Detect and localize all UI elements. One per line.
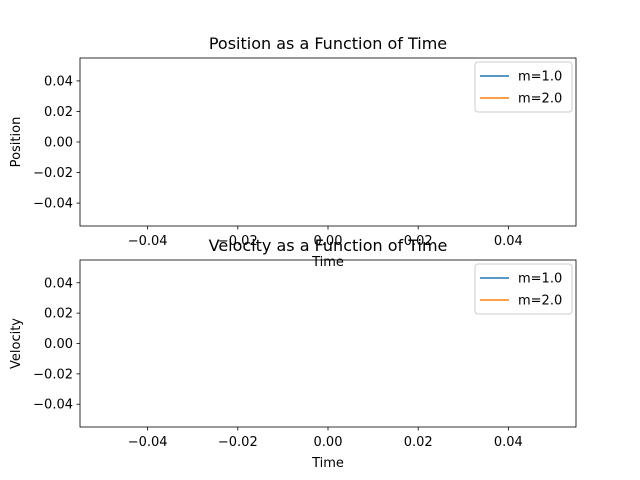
y-tick-label: 0.02 (44, 105, 73, 120)
x-tick-label: 0.00 (314, 435, 343, 450)
y-tick-label: 0.04 (44, 276, 73, 291)
legend: m=1.0 m=2.0 (474, 61, 573, 113)
x-tick-label: 0.00 (314, 234, 343, 249)
y-tick-label: 0.02 (44, 307, 73, 322)
y-axis-label: Position (9, 117, 24, 168)
x-tick-label: 0.02 (404, 435, 433, 450)
legend-label: m=1.0 (518, 70, 562, 85)
axes-2: Velocity as a Function of Time −0.04 −0.02… (9, 236, 577, 471)
axes-frame (79, 57, 577, 227)
legend: m=1.0 m=2.0 (474, 263, 573, 315)
chart-title: Velocity as a Function of Time (209, 236, 448, 255)
y-tick-label: −0.02 (33, 166, 73, 181)
x-tick-label: 0.04 (494, 435, 523, 450)
x-tick-label: −0.02 (218, 234, 258, 249)
x-axis-label: Time (311, 456, 344, 471)
x-tick-label: −0.04 (128, 435, 168, 450)
y-tick-label: −0.04 (33, 197, 73, 212)
axes-1: Position as a Function of Time −0.04 −0.02… (9, 34, 577, 270)
y-axis-label: Velocity (9, 318, 24, 369)
y-tick-label: 0.00 (44, 136, 73, 151)
y-tick-label: −0.02 (33, 367, 73, 382)
x-tick-label: −0.04 (128, 234, 168, 249)
legend-label: m=2.0 (518, 294, 562, 309)
legend-label: m=2.0 (518, 92, 562, 107)
legend-box (474, 263, 573, 315)
legend-label: m=1.0 (518, 272, 562, 287)
y-tick-label: 0.00 (44, 337, 73, 352)
axes-frame (79, 259, 577, 428)
y-tick-label: 0.04 (44, 74, 73, 89)
y-tick-label: −0.04 (33, 398, 73, 413)
x-axis-label: Time (311, 255, 344, 270)
x-tick-label: −0.02 (218, 435, 258, 450)
legend-box (474, 61, 573, 113)
chart-title: Position as a Function of Time (209, 34, 447, 53)
x-tick-label: 0.02 (404, 234, 433, 249)
x-tick-label: 0.04 (494, 234, 523, 249)
